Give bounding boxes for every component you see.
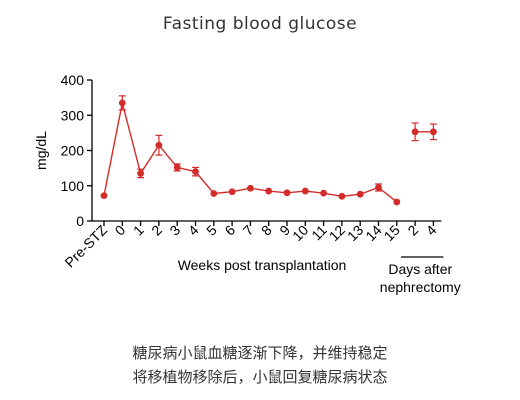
data-point — [430, 128, 437, 136]
data-point — [228, 188, 236, 196]
data-point — [173, 164, 181, 171]
x-tick-label: 3 — [166, 222, 183, 239]
data-point — [192, 168, 199, 176]
caption: 糖尿病小鼠血糖逐渐下降，并维持稳定 将移植物移除后，小鼠回复糖尿病状态 — [0, 341, 520, 389]
y-tick-label: 200 — [61, 143, 85, 159]
x-tick-label: 15 — [381, 222, 403, 244]
data-point — [411, 128, 419, 136]
data-point — [247, 184, 254, 192]
data-point — [137, 170, 144, 177]
x-tick-label: 8 — [258, 222, 275, 239]
x-axis-title: Weeks post transplantation — [178, 257, 347, 273]
chart-title: Fasting blood glucose — [162, 14, 358, 34]
data-point — [155, 141, 163, 149]
y-tick-label: 400 — [61, 72, 85, 88]
x-tick-label: Pre-STZ — [61, 221, 110, 270]
x-tick-label: 7 — [240, 222, 257, 239]
data-point — [100, 192, 108, 200]
x-tick-label: 4 — [185, 222, 202, 239]
data-point — [210, 190, 218, 197]
y-tick-label: 100 — [61, 178, 85, 194]
x-tick-label: 2 — [404, 222, 421, 239]
caption-line-1: 糖尿病小鼠血糖逐渐下降，并维持稳定 — [132, 344, 388, 362]
data-point — [356, 190, 364, 198]
data-point — [118, 99, 126, 107]
data-point — [265, 187, 273, 195]
x-tick-label: 5 — [203, 222, 220, 239]
y-tick-label: 0 — [76, 213, 84, 229]
x-tick-label: 0 — [112, 222, 129, 239]
chart-panel: 0 100 200 300 400 mg/dL Pre-STZ 0 1 2 3 4 5 6 7 8 9 10 11 1… — [26, 52, 494, 330]
data-point — [375, 184, 382, 191]
caption-line-2: 将移植物移除后，小鼠回复糖尿病状态 — [132, 368, 388, 386]
data-point — [393, 198, 401, 206]
y-axis-title: mg/dL — [33, 131, 49, 170]
data-point — [338, 192, 346, 200]
data-point — [320, 189, 327, 197]
data-point — [301, 187, 309, 195]
y-tick-label: 300 — [61, 107, 85, 123]
x-tick-label: 1 — [130, 222, 147, 239]
x-axis-title-2: nephrectomy — [380, 279, 461, 295]
x-tick-label: 4 — [423, 222, 440, 239]
x-tick-label: 6 — [221, 222, 238, 239]
x-axis-title-2: Days after — [388, 261, 452, 277]
x-tick-label: 2 — [148, 222, 165, 239]
data-point — [283, 189, 291, 197]
